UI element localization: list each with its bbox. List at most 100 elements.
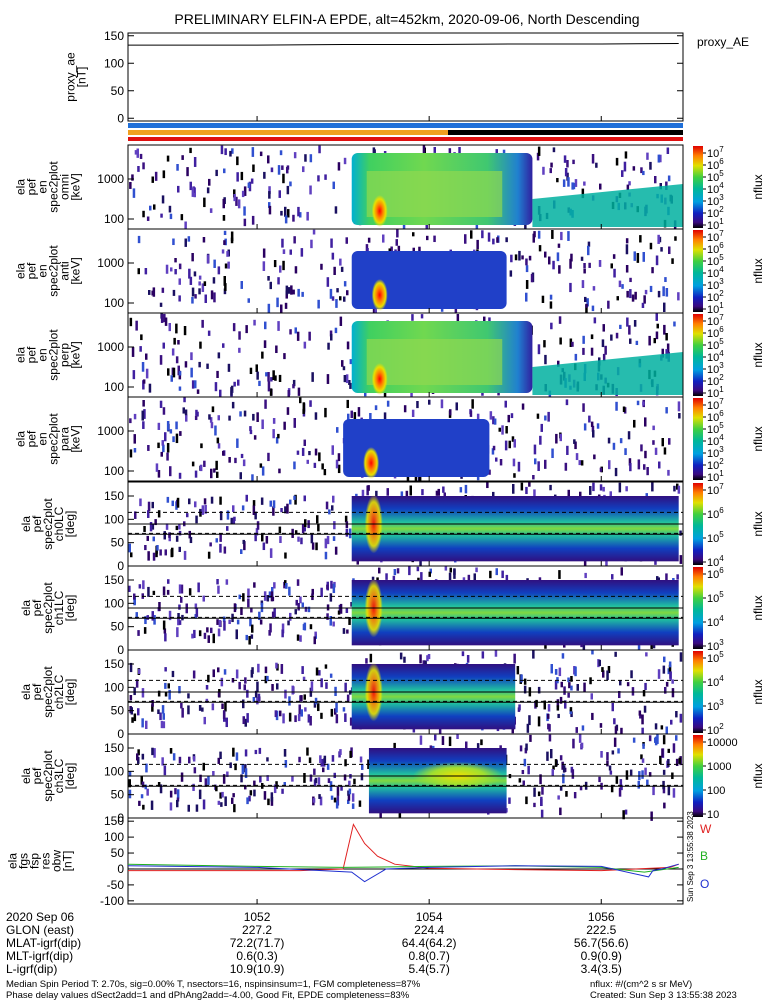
noise-pixel (256, 681, 259, 692)
noise-pixel (514, 254, 518, 261)
noise-pixel (467, 574, 471, 585)
noise-pixel (289, 181, 292, 187)
noise-pixel (191, 287, 195, 297)
noise-pixel (250, 607, 253, 613)
noise-pixel (523, 758, 527, 767)
noise-pixel (591, 712, 594, 720)
noise-pixel (393, 569, 397, 576)
noise-pixel (654, 723, 658, 730)
noise-pixel (343, 157, 347, 165)
noise-pixel (175, 421, 178, 430)
noise-pixel (224, 283, 227, 291)
noise-pixel (648, 772, 652, 777)
noise-pixel (207, 551, 211, 559)
noise-pixel (203, 281, 207, 286)
noise-pixel (524, 222, 527, 232)
noise-pixel (540, 796, 543, 806)
noise-pixel (176, 497, 180, 508)
noise-pixel (153, 615, 156, 625)
noise-pixel (279, 150, 283, 156)
noise-pixel (461, 651, 465, 657)
noise-pixel (200, 443, 203, 449)
noise-pixel (161, 757, 164, 766)
noise-pixel (215, 460, 218, 470)
noise-pixel (233, 194, 236, 202)
noise-pixel (309, 716, 312, 726)
noise-pixel (311, 372, 314, 382)
noise-pixel (198, 705, 202, 711)
noise-pixel (245, 325, 248, 334)
noise-pixel (292, 214, 295, 222)
noise-pixel (543, 700, 546, 710)
noise-pixel (599, 467, 603, 472)
noise-pixel (329, 616, 332, 626)
ytick-label: 150 (104, 489, 124, 503)
noise-pixel (677, 485, 681, 494)
noise-pixel (344, 759, 347, 767)
noise-pixel (266, 675, 269, 682)
noise-pixel (646, 779, 649, 787)
ylabel-line: ela (6, 853, 20, 869)
noise-pixel (657, 154, 661, 163)
noise-pixel (285, 583, 288, 589)
noise-pixel (563, 686, 566, 695)
noise-pixel (626, 317, 629, 327)
noise-pixel (240, 607, 243, 616)
noise-pixel (281, 238, 284, 248)
noise-pixel (449, 409, 452, 416)
noise-pixel (151, 611, 154, 621)
noise-pixel (433, 235, 436, 243)
energy-spectrogram-2: 1000100elapefenspec2plotanti[keV]1071061… (14, 228, 765, 317)
noise-pixel (375, 490, 378, 501)
noise-pixel (330, 333, 333, 341)
created-side-label: Sun Sep 3 13:55:38 2023 (686, 811, 695, 902)
noise-pixel (135, 612, 138, 619)
noise-pixel (217, 628, 221, 637)
noise-pixel (564, 462, 568, 471)
noise-pixel (344, 713, 347, 722)
noise-pixel (378, 567, 381, 574)
noise-pixel (549, 294, 553, 300)
noise-pixel (476, 239, 479, 249)
noise-pixel (169, 790, 173, 798)
noise-pixel (537, 791, 541, 797)
noise-pixel (133, 596, 136, 605)
noise-pixel (547, 704, 551, 712)
noise-pixel (253, 435, 257, 440)
noise-pixel (644, 417, 647, 427)
noise-pixel (330, 708, 334, 717)
noise-pixel (297, 536, 300, 542)
noise-pixel (568, 682, 571, 689)
noise-pixel (143, 627, 147, 634)
noise-pixel (148, 383, 152, 393)
colorbar-tick-label: 104 (707, 674, 724, 689)
ylabel-line: pef (25, 430, 39, 447)
noise-pixel (539, 774, 542, 785)
noise-pixel (132, 188, 136, 198)
noise-pixel (299, 635, 302, 642)
noise-pixel (157, 470, 161, 478)
noise-pixel (245, 634, 248, 641)
noise-pixel (240, 549, 243, 554)
noise-pixel (331, 252, 335, 260)
noise-pixel (296, 450, 300, 455)
noise-pixel (174, 258, 177, 263)
noise-pixel (246, 797, 249, 805)
noise-pixel (324, 407, 327, 418)
noise-pixel (398, 810, 402, 818)
noise-pixel (217, 667, 220, 673)
noise-pixel (492, 238, 495, 245)
noise-pixel (476, 413, 480, 420)
energy-spectrogram-4: 1000100elapefenspec2plotpara[keV]1071061… (14, 396, 765, 485)
noise-pixel (201, 283, 205, 292)
noise-pixel (206, 363, 209, 369)
noise-pixel (547, 411, 550, 422)
noise-pixel (215, 786, 218, 792)
ylabel-line: spec2plot (41, 498, 55, 550)
noise-pixel (129, 695, 133, 701)
ylabel-line: pef (25, 346, 39, 363)
noise-pixel (178, 295, 181, 302)
colorbar-tick-label: 106 (707, 409, 724, 424)
noise-pixel (599, 484, 603, 491)
noise-pixel (329, 330, 333, 337)
